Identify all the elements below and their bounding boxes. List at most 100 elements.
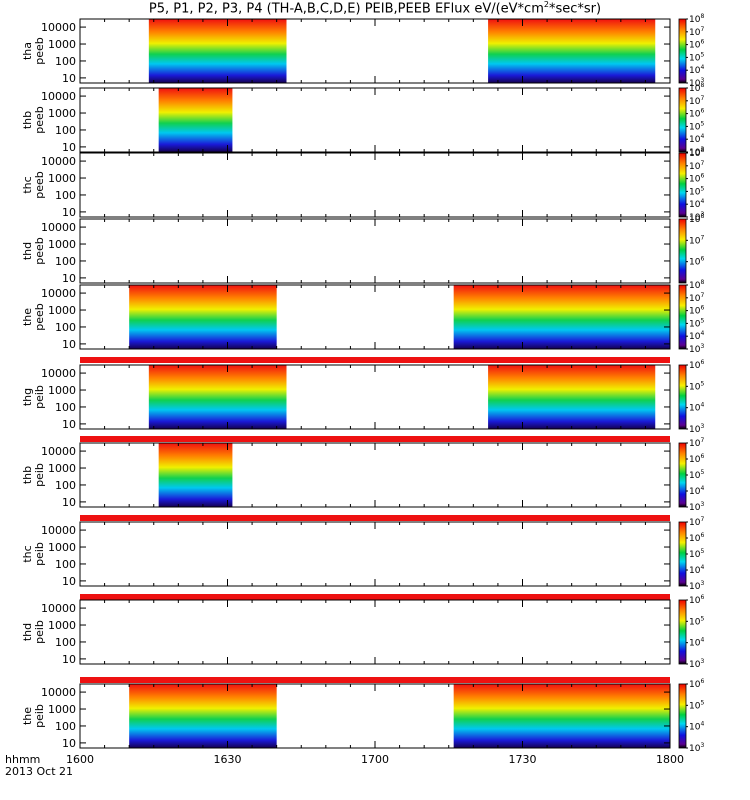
colorbar-tick-base: 10	[689, 307, 701, 317]
y-tick-label: 10000	[41, 445, 76, 458]
colorbar-tick-exponent: 5	[700, 699, 704, 706]
spectrogram-block	[148, 365, 287, 429]
panel-probe-label: thb	[21, 466, 34, 484]
colorbar-tick-exponent: 4	[700, 485, 704, 492]
colorbar-tick-base: 10	[689, 744, 701, 754]
colorbar-tick-exponent: 4	[700, 64, 704, 71]
y-tick-label: 10000	[41, 524, 76, 537]
colorbar-tick-exponent: 4	[700, 198, 704, 205]
colorbar-tick-exponent: 7	[700, 234, 704, 241]
colorbar-tick-base: 10	[689, 41, 701, 51]
colorbar	[678, 87, 687, 153]
colorbar-tick-label: 105	[689, 51, 704, 63]
colorbar-tick-label: 103	[689, 77, 704, 89]
colorbar-tick-base: 10	[689, 53, 701, 63]
x-tick-label: 1700	[361, 753, 389, 766]
y-tick-label: 10	[62, 72, 76, 85]
colorbar-tick-label: 108	[689, 279, 704, 291]
colorbar-tick-exponent: 6	[700, 173, 704, 180]
colorbar-tick-exponent: 5	[700, 317, 704, 324]
colorbar-tick-label: 104	[689, 64, 704, 76]
x-tick-label: 1800	[656, 753, 684, 766]
colorbar	[678, 599, 687, 665]
x-tick-label: 1600	[66, 753, 94, 766]
colorbar-tick-exponent: 5	[700, 51, 704, 58]
colorbar-tick-label: 108	[689, 13, 704, 25]
colorbar-tick-label: 107	[689, 95, 704, 107]
y-tick-label: 100	[55, 558, 76, 571]
colorbar-tick-label: 105	[689, 699, 704, 711]
colorbar-tick-exponent: 7	[700, 516, 704, 523]
colorbar	[678, 18, 687, 84]
spectrogram-block	[488, 365, 656, 429]
spectrogram-block	[488, 19, 656, 83]
colorbar-tick-label: 106	[689, 305, 704, 317]
colorbar-tick-exponent: 7	[700, 437, 704, 444]
colorbar-tick-label: 106	[689, 108, 704, 120]
colorbar	[678, 683, 687, 749]
colorbar-tick-exponent: 6	[700, 359, 704, 366]
colorbar-tick-base: 10	[689, 596, 701, 606]
colorbar	[678, 218, 687, 284]
colorbar-tick-label: 108	[689, 213, 704, 225]
y-tick-label: 1000	[48, 462, 76, 475]
y-tick-label: 100	[55, 479, 76, 492]
colorbar-tick-base: 10	[689, 79, 701, 89]
colorbar-tick-exponent: 4	[700, 564, 704, 571]
colorbar-tick-label: 105	[689, 548, 704, 560]
colorbar-tick-label: 105	[689, 615, 704, 627]
colorbar-tick-exponent: 7	[700, 95, 704, 102]
colorbar-tick-label: 107	[689, 516, 704, 528]
y-tick-label: 10	[62, 575, 76, 588]
spectrogram-block	[129, 684, 277, 748]
panel-probe-label: thb	[21, 111, 34, 129]
colorbar	[678, 442, 687, 508]
colorbar-tick-exponent: 8	[700, 147, 704, 154]
colorbar-tick-exponent: 5	[700, 469, 704, 476]
colorbar-tick-base: 10	[689, 503, 701, 513]
colorbar-tick-base: 10	[689, 723, 701, 733]
colorbar-tick-base: 10	[689, 97, 701, 107]
panel-frame	[79, 152, 671, 218]
colorbar-tick-exponent: 6	[700, 532, 704, 539]
colorbar-tick-label: 104	[689, 637, 704, 649]
colorbar-tick-base: 10	[689, 361, 701, 371]
panel-probe-label: thd	[21, 242, 34, 260]
colorbar-tick-base: 10	[689, 149, 701, 159]
panel-probe-label: the	[21, 707, 34, 725]
y-tick-label: 1000	[48, 172, 76, 185]
colorbar-tick-base: 10	[689, 28, 701, 38]
colorbar	[678, 284, 687, 350]
colorbar-tick-label: 105	[689, 380, 704, 392]
colorbar	[678, 364, 687, 430]
colorbar-tick-exponent: 6	[700, 594, 704, 601]
colorbar-tick-label: 107	[689, 292, 704, 304]
colorbar-tick-exponent: 4	[700, 721, 704, 728]
colorbar-tick-label: 103	[689, 211, 704, 223]
colorbar-tick-base: 10	[689, 425, 701, 435]
panel-species-label: peib	[33, 620, 46, 644]
panel-species-label: peeb	[33, 303, 46, 331]
colorbar-tick-base: 10	[689, 382, 701, 392]
y-tick-label: 1000	[48, 38, 76, 51]
y-tick-label: 10000	[41, 686, 76, 699]
colorbar-tick-label: 104	[689, 133, 704, 145]
y-tick-label: 100	[55, 255, 76, 268]
panel-probe-label: thc	[21, 176, 34, 193]
panel-frame	[79, 599, 671, 665]
colorbar-tick-exponent: 5	[700, 548, 704, 555]
colorbar-tick-base: 10	[689, 404, 701, 414]
colorbar-tick-base: 10	[689, 66, 701, 76]
y-tick-label: 100	[55, 189, 76, 202]
colorbar-tick-exponent: 5	[700, 185, 704, 192]
colorbar-tick-base: 10	[689, 345, 701, 355]
panel-species-label: peeb	[33, 37, 46, 65]
colorbar-tick-exponent: 8	[700, 279, 704, 286]
